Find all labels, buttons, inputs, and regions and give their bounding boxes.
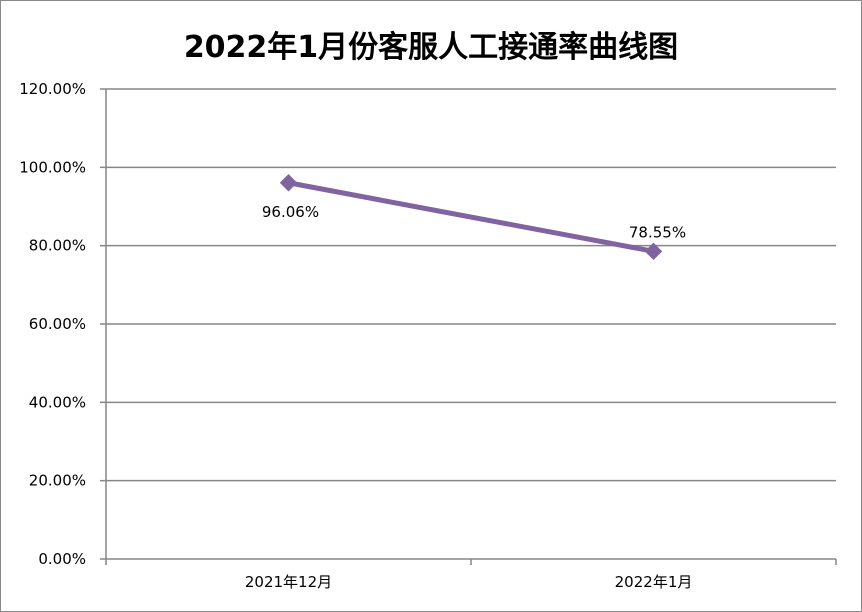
y-tick-label: 0.00% xyxy=(38,550,86,568)
y-tick-label: 60.00% xyxy=(29,315,86,333)
gridlines xyxy=(106,88,836,482)
series-line xyxy=(286,180,656,254)
x-tick-label: 2022年1月 xyxy=(615,573,693,591)
data-point-marker xyxy=(644,242,663,261)
y-axis-tick-labels: 0.00% 20.00% 40.00% 60.00% 80.00% 100.00% 120.… xyxy=(19,80,86,568)
y-tick-label: 20.00% xyxy=(29,472,86,490)
y-tick-label: 120.00% xyxy=(19,80,86,98)
y-tick-label: 40.00% xyxy=(29,393,86,411)
series xyxy=(279,174,663,261)
x-tick-label: 2021年12月 xyxy=(245,573,332,591)
y-tick-label: 80.00% xyxy=(29,237,86,255)
chart-title: 2022年1月份客服人工接通率曲线图 xyxy=(183,30,679,65)
data-label: 96.06% xyxy=(262,203,319,221)
data-point-marker xyxy=(279,174,298,192)
data-labels: 96.06% 78.55% xyxy=(262,203,686,242)
y-tick-label: 100.00% xyxy=(19,158,86,176)
axes xyxy=(100,88,837,565)
x-axis-tick-labels: 2021年12月 2022年1月 xyxy=(245,573,692,591)
data-label: 78.55% xyxy=(629,223,686,241)
